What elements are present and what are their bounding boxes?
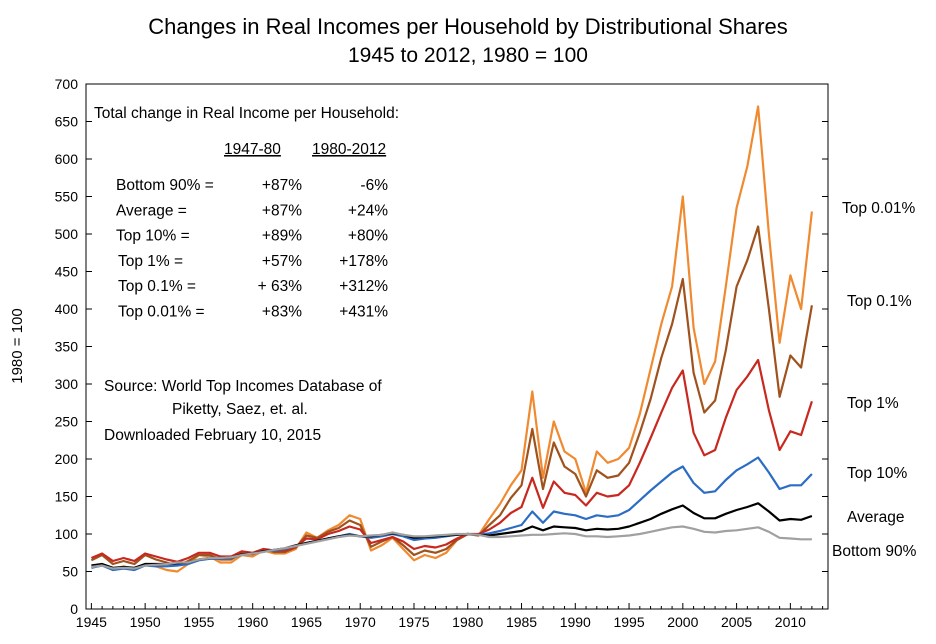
annotation-col1-header: 1947-80 (224, 141, 281, 158)
x-axis: 1945 1950 1955 1960 1965 1970 1975 1980 1985 1990… (76, 603, 824, 630)
annotation-rows: Bottom 90% = +87% -6% Average = +87% +24% Top … (116, 177, 388, 321)
series-label: Top 0.1% (847, 293, 912, 310)
annotation-row-label: Bottom 90% = (116, 177, 214, 194)
x-tick-label: 1990 (560, 614, 591, 630)
annotation-row-v2: +178% (339, 253, 388, 270)
annotation-row-label: Top 0.01% = (118, 304, 205, 321)
y-tick-label: 0 (70, 601, 78, 617)
series-label: Bottom 90% (832, 543, 917, 560)
annotation-downloaded: Downloaded February 10, 2015 (104, 427, 321, 444)
y-tick-label: 450 (55, 264, 79, 280)
x-tick-label: 1980 (452, 614, 483, 630)
series-label: Top 1% (847, 395, 899, 412)
x-tick-label: 2000 (667, 614, 698, 630)
y-tick-label: 400 (55, 301, 79, 317)
x-tick-label: 1955 (183, 614, 214, 630)
x-tick-label: 1945 (76, 614, 107, 630)
y-tick-label: 250 (55, 414, 79, 430)
series-lines (90, 105, 813, 573)
y-tick-label: 550 (55, 189, 79, 205)
annotation-row-label: Top 10% = (116, 228, 190, 245)
series-label: Top 10% (847, 465, 908, 482)
annotation-row-label: Top 1% = (118, 253, 183, 270)
x-tick-label: 1960 (237, 614, 268, 630)
x-tick-label: 1950 (130, 614, 161, 630)
y-tick-label: 50 (62, 564, 78, 580)
x-tick-label: 1995 (613, 614, 644, 630)
annotation-row-v2: -6% (360, 177, 388, 194)
annotation-heading: Total change in Real Income per Househol… (94, 105, 399, 122)
chart-subtitle: 1945 to 2012, 1980 = 100 (348, 44, 588, 67)
y-tick-label: 200 (55, 451, 79, 467)
annotation-row-v1: + 63% (258, 278, 303, 295)
x-tick-label: 1965 (291, 614, 322, 630)
x-tick-label: 1975 (398, 614, 429, 630)
chart-title: Changes in Real Incomes per Household by… (148, 14, 788, 39)
annotation-row-v1: +57% (262, 253, 302, 270)
series-labels: Top 0.01% Top 0.1% Top 1% Top 10% Average Bot… (832, 200, 917, 560)
y-tick-label: 350 (55, 339, 79, 355)
series-line-bottom-90- (91, 525, 812, 570)
annotation-row-v1: +83% (262, 304, 302, 321)
x-tick-label: 1970 (345, 614, 376, 630)
y-tick-label: 150 (55, 489, 79, 505)
y-tick-label: 300 (55, 376, 79, 392)
series-line-top-1- (90, 358, 813, 563)
y-tick-label: 600 (55, 151, 79, 167)
y-tick-label: 650 (55, 114, 79, 130)
y-axis: 0 50 100 150 200 250 300 350 400 450 500 550 600 650 7… (55, 76, 828, 617)
series-label: Top 0.01% (842, 200, 915, 217)
annotation-row-v1: +87% (262, 202, 302, 219)
annotation-source-line2: Piketty, Saez, et. al. (172, 401, 308, 418)
y-tick-label: 500 (55, 226, 79, 242)
annotation-row-v1: +87% (262, 177, 302, 194)
annotation-col2-header: 1980-2012 (312, 141, 386, 158)
annotation-source-line1: Source: World Top Incomes Database of (104, 378, 382, 395)
series-label: Average (847, 509, 904, 526)
annotation-row-v2: +431% (339, 304, 388, 321)
x-tick-label: 2010 (775, 614, 806, 630)
annotation-row-v2: +312% (339, 278, 388, 295)
annotation-row-v2: +80% (348, 228, 388, 245)
annotation-row-v2: +24% (348, 202, 388, 219)
x-tick-label: 1985 (506, 614, 537, 630)
y-tick-label: 700 (55, 76, 79, 92)
annotation-row-label: Average = (116, 202, 187, 219)
annotation-row-v1: +89% (262, 228, 302, 245)
series-line-average (91, 502, 813, 569)
x-tick-label: 2005 (721, 614, 752, 630)
y-tick-label: 100 (55, 526, 79, 542)
annotation-row-label: Top 0.1% = (118, 278, 196, 295)
series-line-top-0-1- (90, 225, 813, 567)
y-axis-label: 1980 = 100 (9, 308, 26, 384)
annotation-block: Total change in Real Income per Househol… (94, 105, 399, 444)
